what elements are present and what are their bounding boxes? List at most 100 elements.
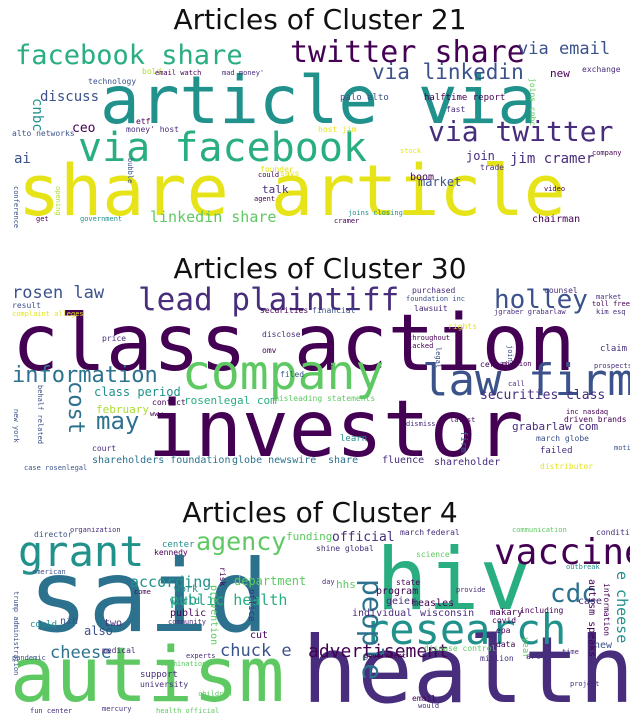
cloud-word: counsel [544,286,578,295]
cloud-word: trade [480,163,505,172]
cloud-word: market [418,175,462,189]
cloud-word: court [92,444,117,453]
cloud-word: prospects [594,362,630,370]
word-cloud: class action investor company law firm l… [10,285,630,478]
cloud-word: also [84,624,113,638]
cloud-word: kim esq [596,308,626,316]
cloud-word: call [508,380,525,388]
cloud-word: research [364,605,567,654]
cloud-word: community [168,618,206,626]
cloud-word: via email [518,39,611,59]
cloud-word: law firm [422,355,630,406]
cloud-word: chuck e [220,641,292,661]
cloud-word: securities class [480,388,606,403]
cloud-word: jgraber grabarlaw [494,308,566,316]
cloud-word: experts [186,652,216,660]
cloud-word: filed [280,370,305,379]
cloud-word: federal [426,528,460,537]
cloud-word: state [396,578,421,587]
cloud-word: individual [352,608,413,619]
cloud-word: host jim [318,125,357,134]
cloud-word: million [480,654,514,663]
cloud-word: trump administration [12,591,20,676]
cloud-word: agent [254,195,276,203]
cloud-word: conference [12,186,20,229]
cloud-word: failed [540,446,573,456]
cloud-word: world [170,596,201,607]
cloud-word: data [496,640,516,649]
cloud-word: misleading statements [274,394,376,403]
cloud-word: company [592,149,622,157]
cloud-word: company [182,345,385,401]
cloud-word: funding [286,530,333,543]
cloud-word: mercury [102,705,132,713]
cloud-word: complaint alleges [12,310,84,318]
cloud-word: project [570,680,600,688]
cloud-word: vaccine [494,532,630,573]
cloud-word: facebook share [15,40,243,71]
cloud-word: cdc [550,579,597,609]
cloud-word: class period [94,385,181,399]
cloud-word: share article [18,150,566,232]
cloud-word: makary [490,608,523,618]
cloud-word: boom [410,172,435,183]
cloud-word: information [602,583,611,636]
cloud-word: toll free [592,300,630,308]
cloud-word: discuss [40,89,100,105]
cloud-word: fast [446,105,466,114]
cloud-word: cheese [50,643,112,663]
cloud-word: disease control [424,644,497,653]
cloud-word: grant [18,527,145,576]
cloud-word: globe newswire [232,455,317,466]
cloud-word: market [596,293,622,301]
cloud-word: health official [156,707,220,715]
cloud-word: claim [600,344,628,354]
cloud-word: technology [88,77,137,86]
cloud-word: motion [614,444,630,452]
cloud-word: new [594,640,613,651]
cloud-word: bold [142,67,162,76]
cloud-word: join [506,345,514,362]
cloud-word: inc nasdaq [566,408,609,416]
cloud-word: certain [480,360,514,369]
cloud-word: legal [434,347,442,369]
cloud-word: behalf related [36,385,44,445]
cloud-word: information [12,363,158,388]
cloud-word: email watch [155,69,202,77]
cloud-word: public health [170,591,288,609]
cloud-word: american [32,568,66,576]
cloud-word: would [418,702,440,710]
cloud-word: rights [448,322,477,331]
cloud-word: prevention [208,585,219,646]
cloud-word: termination [160,660,207,668]
cloud-word: new york [12,409,20,443]
cloud-word: www [150,410,163,418]
cloud-word: autism speaks [586,579,597,658]
cloud-word: class action [12,299,576,389]
cloud-word: etf [136,117,151,126]
cloud-word: geier [386,596,417,607]
cloud-word: ceo [72,121,96,136]
cloud-word: rosen law [12,285,105,303]
cloud-word: february [96,403,149,416]
cloud-word: via twitter [428,115,614,148]
cloud-word: shareholders foundation [92,455,231,466]
cloud-word: nih [60,616,79,627]
cloud-word: joins closing [348,209,403,217]
cloud-word: cnbc [29,98,45,132]
cloud-word: rosenlegal com [184,394,277,407]
cloud-word: firm [458,431,468,453]
cloud-word: joins cnbc [528,78,537,127]
cloud-word: holley [494,285,588,315]
cloud-word: shine global [316,544,374,553]
cloud-word: alto networks [12,129,75,138]
cloud-word: join [466,149,495,163]
cloud-word: learn [340,434,368,444]
cloud-word: could [258,171,280,179]
cloud-word: lacked [408,342,434,350]
cloud-word: linkedin share [150,208,277,226]
cloud-word: shareholder [434,457,501,468]
cloud-word: pandemic [12,654,46,662]
cloud-word: opening [54,186,62,216]
cloud-word: people [356,579,389,681]
